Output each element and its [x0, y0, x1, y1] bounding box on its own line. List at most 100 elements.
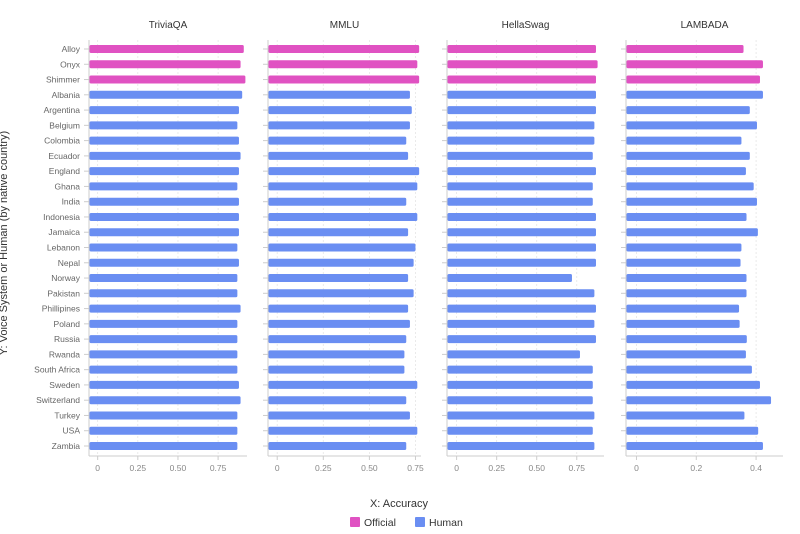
bar-nepal	[89, 258, 239, 267]
category-label: Belgium	[49, 120, 80, 130]
bar-alloy	[268, 45, 420, 53]
bar-pakistan	[447, 289, 595, 298]
bar-rwanda	[447, 350, 580, 359]
bar-jamaica	[89, 228, 239, 237]
bar-onyx	[268, 60, 418, 69]
bar-ecuador	[268, 151, 409, 160]
bar-ghana	[626, 182, 754, 191]
bar-norway	[447, 274, 572, 283]
x-tick-label: 0.75	[210, 463, 227, 473]
bar-poland	[89, 319, 238, 328]
bar-albania	[268, 90, 410, 99]
bar-rwanda	[89, 350, 238, 359]
bar-england	[89, 167, 239, 176]
bar-india	[626, 197, 757, 206]
bar-nepal	[447, 258, 596, 267]
x-tick-label: 0.4	[750, 463, 762, 473]
bar-south-africa	[268, 365, 405, 374]
bar-zambia	[447, 442, 595, 450]
panel-triviaqa: TriviaQA 0 0.25 0.50 0.75 Alloy Onyx Shimmer Alb…	[34, 20, 247, 473]
bar-south-africa	[447, 365, 593, 374]
bar-albania	[89, 90, 243, 99]
x-tick-label: 0.50	[361, 463, 378, 473]
category-label: Jamaica	[48, 227, 80, 237]
panel-title: LAMBADA	[681, 20, 729, 31]
bar-argentina	[447, 106, 596, 115]
x-axis-label: X: Accuracy	[370, 498, 429, 510]
bar-switzerland	[268, 396, 407, 405]
bar-russia	[268, 335, 407, 344]
bar-indonesia	[89, 212, 239, 221]
bar-jamaica	[626, 228, 758, 237]
bar-england	[447, 167, 596, 176]
bar-rwanda	[626, 350, 746, 359]
bar-argentina	[268, 106, 412, 115]
bar-colombia	[268, 136, 407, 145]
bar-ghana	[268, 182, 418, 191]
bar-ghana	[447, 182, 593, 191]
category-label: Shimmer	[46, 75, 80, 85]
x-tick-label: 0.2	[690, 463, 702, 473]
category-label: South Africa	[34, 365, 80, 375]
bar-south-africa	[89, 365, 238, 374]
category-label: Phillipines	[42, 304, 80, 314]
x-tick-label: 0.50	[170, 463, 187, 473]
panel-title: MMLU	[330, 20, 359, 31]
bar-nepal	[268, 258, 414, 267]
x-tick-label: 0	[454, 463, 459, 473]
category-label: England	[49, 166, 80, 176]
bar-ghana	[89, 182, 238, 191]
bar-switzerland	[89, 396, 241, 405]
bar-jamaica	[447, 228, 596, 237]
x-tick-label: 0.75	[568, 463, 585, 473]
bar-zambia	[626, 442, 763, 450]
legend-label-official: Official	[364, 517, 396, 529]
x-tick-label: 0.75	[407, 463, 424, 473]
bar-shimmer	[268, 75, 420, 84]
category-label: Russia	[54, 334, 80, 344]
bar-sweden	[447, 380, 593, 389]
bar-england	[626, 167, 746, 176]
category-label: Lebanon	[47, 243, 80, 253]
bar-ecuador	[626, 151, 750, 160]
category-label: Nepal	[58, 258, 80, 268]
bar-sweden	[626, 380, 760, 389]
bar-pakistan	[268, 289, 414, 298]
bar-colombia	[447, 136, 595, 145]
legend-swatch-human	[415, 517, 425, 527]
panel-lambada: LAMBADA 0 0.2 0.4	[621, 20, 783, 473]
bar-pakistan	[626, 289, 747, 298]
panel-title: HellaSwag	[502, 20, 550, 31]
bar-russia	[89, 335, 238, 344]
bar-jamaica	[268, 228, 409, 237]
bar-belgium	[268, 121, 410, 130]
bar-norway	[626, 274, 747, 283]
bar-russia	[626, 335, 747, 344]
bar-zambia	[89, 442, 238, 450]
category-label: Alloy	[62, 44, 81, 54]
bar-nepal	[626, 258, 741, 267]
bar-argentina	[626, 106, 750, 115]
bar-turkey	[268, 411, 410, 420]
bar-zambia	[268, 442, 407, 450]
x-tick-label: 0.25	[130, 463, 147, 473]
x-tick-label: 0.25	[315, 463, 332, 473]
bar-usa	[89, 426, 238, 435]
x-tick-label: 0	[634, 463, 639, 473]
legend-label-human: Human	[429, 517, 463, 529]
category-label: Albania	[52, 90, 81, 100]
x-tick-label: 0	[275, 463, 280, 473]
bar-england	[268, 167, 420, 176]
bar-shimmer	[447, 75, 596, 84]
legend-swatch-official	[350, 517, 360, 527]
bar-indonesia	[626, 212, 747, 221]
bar-indonesia	[268, 212, 418, 221]
bar-phillipines	[89, 304, 241, 313]
bar-rwanda	[268, 350, 405, 359]
bar-india	[447, 197, 593, 206]
bar-usa	[268, 426, 418, 435]
bar-albania	[447, 90, 596, 99]
category-label: India	[62, 197, 81, 207]
category-label: Poland	[54, 319, 81, 329]
